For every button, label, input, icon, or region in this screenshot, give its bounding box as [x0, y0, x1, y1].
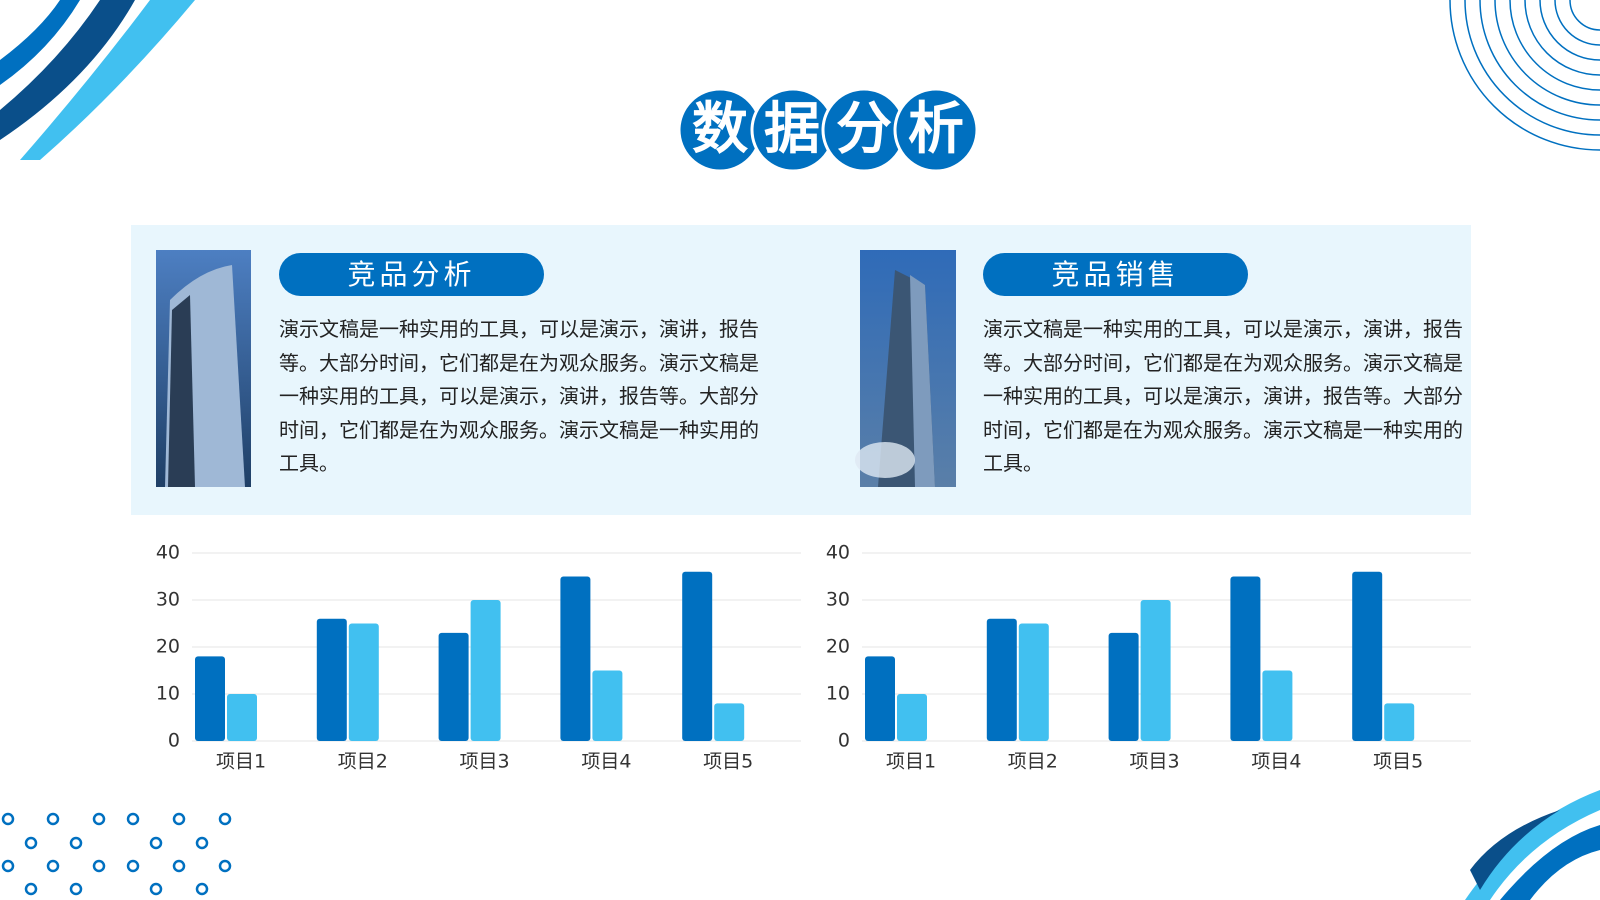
- decoration-top-left: [0, 0, 195, 160]
- bar: [316, 618, 347, 741]
- decoration-bottom-left: [1, 812, 232, 896]
- bar: [1018, 623, 1049, 741]
- bar: [1140, 600, 1171, 741]
- y-tick-label: 10: [156, 683, 180, 705]
- bar: [714, 703, 745, 741]
- bar: [470, 600, 501, 741]
- y-tick-label: 20: [156, 636, 180, 658]
- bar: [592, 670, 623, 741]
- bar: [986, 618, 1017, 741]
- x-tick-label: 项目4: [1251, 751, 1301, 773]
- building-image: [156, 250, 251, 487]
- panel-title: 竞品分析: [279, 253, 544, 296]
- x-tick-label: 项目4: [581, 751, 631, 773]
- y-tick-label: 0: [168, 730, 180, 752]
- bar: [438, 632, 469, 741]
- bar: [1262, 670, 1293, 741]
- page-title: 数据分析: [692, 97, 980, 162]
- x-tick-label: 项目2: [1008, 751, 1058, 773]
- bar: [560, 576, 591, 741]
- bar: [682, 571, 713, 741]
- panel-text: 演示文稿是一种实用的工具，可以是演示，演讲，报告等。大部分时间，它们都是在为观众…: [983, 317, 1463, 476]
- y-tick-label: 30: [156, 589, 180, 611]
- bar: [897, 694, 927, 741]
- title-circles: [677, 87, 979, 173]
- y-tick-label: 10: [826, 683, 850, 705]
- y-tick-label: 40: [826, 542, 850, 564]
- bar: [348, 623, 379, 741]
- x-tick-label: 项目5: [1373, 751, 1423, 773]
- x-tick-label: 项目3: [460, 751, 510, 773]
- bar: [195, 656, 225, 741]
- bar: [1108, 632, 1139, 741]
- bar: [865, 656, 895, 741]
- y-tick-label: 30: [826, 589, 850, 611]
- y-tick-label: 0: [838, 730, 850, 752]
- bar: [227, 694, 257, 741]
- x-tick-label: 项目5: [703, 751, 753, 773]
- x-tick-label: 项目3: [1130, 751, 1180, 773]
- decoration-bottom-right: [1465, 790, 1600, 900]
- building-image: [855, 250, 956, 487]
- bar: [1352, 571, 1383, 741]
- bar: [1384, 703, 1415, 741]
- y-tick-label: 20: [826, 636, 850, 658]
- x-tick-label: 项目1: [216, 751, 266, 773]
- y-tick-label: 40: [156, 542, 180, 564]
- x-tick-label: 项目1: [886, 751, 936, 773]
- panel-title: 竞品销售: [983, 253, 1248, 296]
- x-tick-label: 项目2: [338, 751, 388, 773]
- decoration-top-right: [1449, 0, 1600, 151]
- panel-text: 演示文稿是一种实用的工具，可以是演示，演讲，报告等。大部分时间，它们都是在为观众…: [279, 317, 759, 476]
- bar: [1230, 576, 1261, 741]
